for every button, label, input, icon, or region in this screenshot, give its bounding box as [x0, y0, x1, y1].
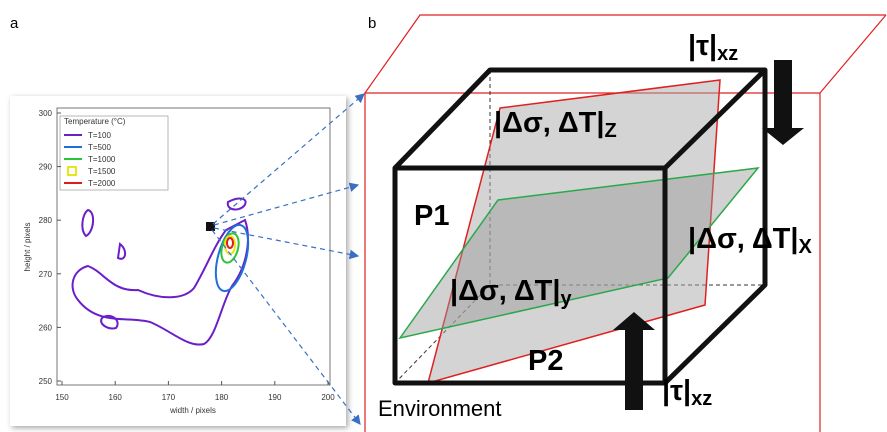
- x-axis-label: width / pixels: [169, 406, 216, 415]
- tau-top: |τ|xz: [688, 30, 738, 65]
- p1-label: P1: [414, 200, 449, 232]
- label-sub: xz: [691, 388, 712, 410]
- plane-z-label: |Δσ, ΔT|Z: [494, 107, 617, 142]
- legend-entry: T=2000: [88, 179, 116, 188]
- x-tick-label: 160: [109, 393, 123, 402]
- x-tick-label: 180: [215, 393, 229, 402]
- label-main: |τ|: [662, 375, 691, 407]
- label-main: |Δσ, ΔT|: [688, 223, 799, 255]
- environment-label: Environment: [378, 396, 502, 421]
- x-tick-label: 190: [268, 393, 282, 402]
- legend-entry: T=1000: [88, 155, 116, 164]
- y-tick-label: 290: [39, 163, 53, 172]
- plane-x-label: |Δσ, ΔT|X: [688, 223, 813, 258]
- figure: a Temperature (°C) width / pixels height…: [0, 0, 887, 432]
- y-axis-label: height / pixels: [23, 223, 32, 272]
- legend-title: Temperature (°C): [64, 117, 126, 126]
- label-sub: y: [561, 288, 573, 310]
- arrow-down: [762, 60, 804, 145]
- legend-entry: T=100: [88, 131, 111, 140]
- label-sub: xz: [717, 43, 738, 65]
- arrow-up: [613, 312, 655, 410]
- panel-label: a: [10, 15, 19, 32]
- x-tick-label: 150: [55, 393, 69, 402]
- label-sub: Z: [605, 120, 617, 142]
- x-tick-label: 200: [321, 393, 335, 402]
- legend-entry: T=500: [88, 143, 111, 152]
- y-tick-label: 250: [39, 377, 53, 386]
- tau-bottom: |τ|xz: [662, 375, 712, 410]
- y-tick-label: 270: [39, 270, 53, 279]
- label-sub: X: [799, 236, 813, 258]
- panel-label: b: [368, 15, 376, 32]
- y-tick-label: 300: [39, 109, 53, 118]
- plane-y-label: |Δσ, ΔT|y: [450, 275, 573, 310]
- legend-entry: T=1500: [88, 167, 116, 176]
- y-tick-label: 280: [39, 216, 53, 225]
- x-tick-label: 170: [162, 393, 176, 402]
- y-tick-label: 260: [39, 323, 53, 332]
- label-main: |τ|: [688, 30, 717, 62]
- label-main: |Δσ, ΔT|: [450, 275, 561, 307]
- p2-label: P2: [528, 345, 563, 377]
- label-main: |Δσ, ΔT|: [494, 107, 605, 139]
